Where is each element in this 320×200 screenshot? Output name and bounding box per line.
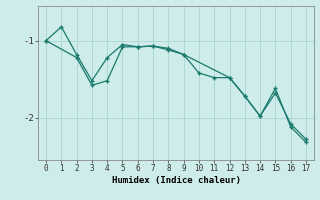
X-axis label: Humidex (Indice chaleur): Humidex (Indice chaleur) — [111, 176, 241, 185]
